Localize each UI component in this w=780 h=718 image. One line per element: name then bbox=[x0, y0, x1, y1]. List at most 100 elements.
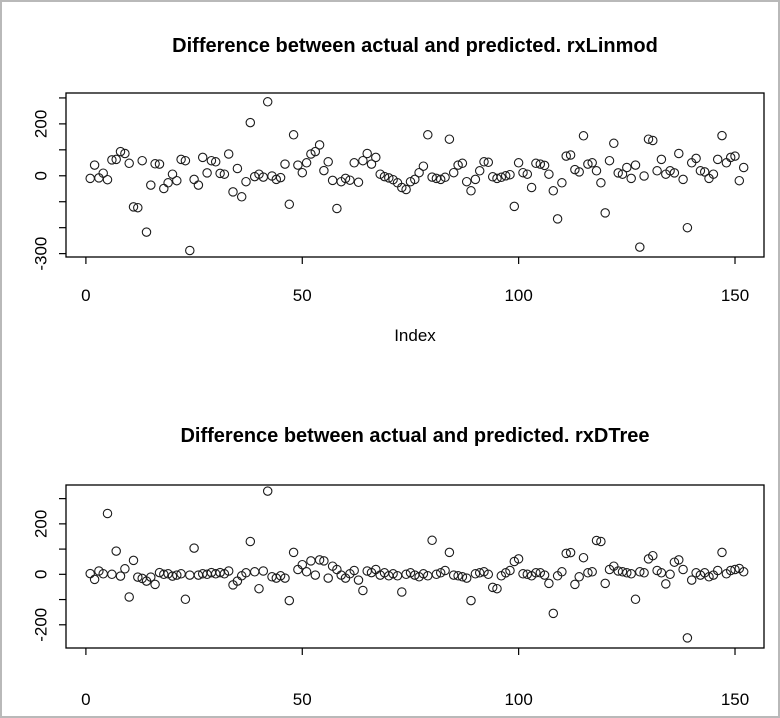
data-point bbox=[397, 182, 407, 193]
data-point bbox=[570, 579, 580, 590]
data-point bbox=[544, 578, 554, 589]
data-point bbox=[280, 159, 290, 169]
data-point bbox=[223, 149, 234, 159]
data-point bbox=[154, 159, 165, 169]
data-point bbox=[345, 175, 355, 185]
data-point bbox=[410, 174, 420, 185]
data-point bbox=[712, 154, 723, 165]
data-point bbox=[505, 565, 515, 576]
data-point bbox=[548, 608, 559, 619]
y-tick-label: 200 bbox=[31, 110, 50, 138]
data-point bbox=[734, 175, 745, 186]
data-point bbox=[397, 587, 407, 597]
data-point bbox=[423, 130, 433, 140]
data-point bbox=[435, 174, 446, 185]
data-point bbox=[418, 161, 429, 171]
data-point bbox=[648, 550, 658, 561]
data-point bbox=[150, 579, 160, 590]
data-point bbox=[310, 570, 321, 580]
data-point bbox=[262, 486, 273, 496]
data-point bbox=[353, 575, 364, 585]
data-point bbox=[686, 575, 697, 585]
plot-title-rxlinmod: Difference between actual and predicted.… bbox=[172, 35, 658, 57]
data-point bbox=[254, 583, 264, 594]
data-point bbox=[288, 547, 299, 558]
data-point bbox=[535, 159, 546, 169]
data-point bbox=[245, 117, 256, 128]
data-point bbox=[487, 582, 498, 593]
data-point bbox=[185, 245, 195, 256]
data-point bbox=[444, 134, 455, 144]
data-point bbox=[128, 555, 139, 566]
y-tick-label: -200 bbox=[31, 608, 50, 642]
data-point bbox=[583, 159, 593, 169]
data-point bbox=[583, 568, 593, 578]
data-point bbox=[474, 166, 485, 176]
data-point bbox=[306, 556, 316, 566]
data-point bbox=[219, 169, 230, 179]
plot-box bbox=[65, 92, 765, 258]
data-point bbox=[635, 567, 645, 577]
data-point bbox=[453, 571, 463, 581]
data-point bbox=[678, 174, 688, 185]
data-point bbox=[133, 202, 143, 213]
data-point bbox=[483, 157, 494, 168]
y-tick-label: -300 bbox=[31, 237, 50, 271]
data-point bbox=[124, 592, 134, 602]
data-point bbox=[172, 570, 182, 580]
data-point bbox=[431, 569, 442, 580]
data-point bbox=[185, 570, 195, 580]
data-point bbox=[617, 567, 628, 577]
plot-box bbox=[65, 484, 765, 649]
data-point bbox=[249, 567, 260, 577]
data-point bbox=[669, 168, 680, 178]
data-point bbox=[128, 202, 139, 212]
data-point bbox=[297, 559, 308, 570]
data-point bbox=[89, 160, 100, 170]
data-point bbox=[505, 169, 515, 180]
data-point bbox=[531, 568, 541, 578]
data-point bbox=[236, 192, 247, 202]
data-point bbox=[159, 569, 169, 580]
data-point bbox=[639, 568, 649, 578]
data-point bbox=[189, 543, 199, 553]
data-point bbox=[228, 187, 238, 197]
data-point bbox=[552, 214, 563, 224]
data-point bbox=[600, 578, 610, 589]
data-point bbox=[172, 175, 182, 186]
data-point bbox=[522, 169, 533, 179]
data-point bbox=[518, 167, 528, 178]
data-point bbox=[349, 158, 359, 168]
data-point bbox=[596, 536, 606, 547]
data-point bbox=[717, 547, 727, 558]
data-point bbox=[604, 155, 615, 166]
data-point bbox=[544, 169, 554, 179]
data-point bbox=[293, 564, 303, 575]
data-point bbox=[340, 173, 351, 184]
data-point bbox=[457, 572, 468, 582]
data-point bbox=[492, 583, 502, 594]
data-point bbox=[613, 168, 623, 178]
data-point bbox=[358, 155, 368, 166]
data-point bbox=[102, 508, 113, 519]
data-point bbox=[271, 174, 282, 185]
data-point bbox=[466, 595, 476, 606]
data-point bbox=[206, 155, 217, 166]
x-tick-label: 150 bbox=[721, 690, 749, 709]
data-point bbox=[635, 242, 645, 252]
data-point bbox=[301, 158, 312, 168]
data-point bbox=[115, 146, 126, 157]
data-point bbox=[448, 167, 459, 178]
data-point bbox=[730, 564, 740, 575]
data-point bbox=[648, 135, 658, 146]
data-point bbox=[466, 186, 476, 196]
data-point bbox=[349, 565, 359, 576]
data-point bbox=[539, 570, 550, 580]
data-point bbox=[284, 199, 295, 210]
data-point bbox=[180, 155, 191, 166]
data-point bbox=[288, 130, 299, 140]
data-point bbox=[353, 177, 364, 188]
data-point bbox=[674, 555, 684, 565]
